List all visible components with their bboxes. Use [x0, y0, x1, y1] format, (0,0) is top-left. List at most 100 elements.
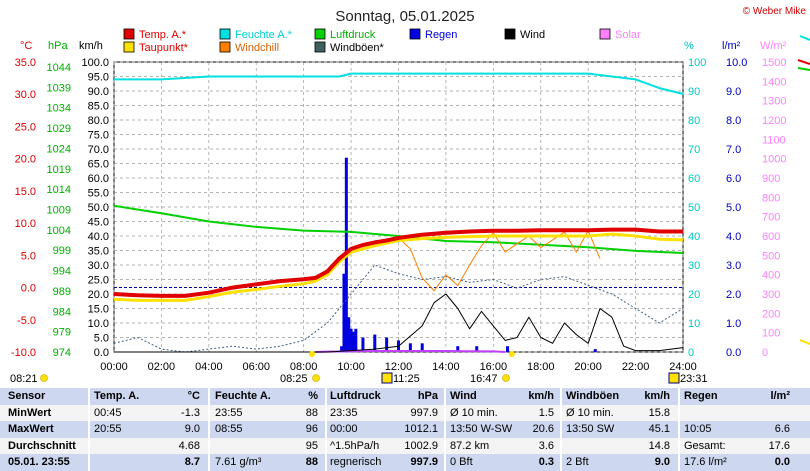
sunrise-time-label: 08:21: [10, 373, 38, 385]
wm2-tick-label: 0: [762, 347, 768, 359]
table-cell: 1.5: [538, 406, 554, 419]
sun-axis-marker: [508, 351, 515, 357]
legend-swatch: [123, 41, 135, 53]
hpa-tick-label: 1034: [47, 103, 71, 115]
table-cell: MaxWert: [8, 423, 54, 436]
hpa-tick-label: 1009: [47, 205, 71, 217]
legend-label: Temp. A.*: [139, 29, 187, 41]
sun-time-label: 16:47: [470, 373, 498, 385]
legend-label: Taupunkt*: [139, 42, 189, 54]
sun-icon: [502, 374, 510, 382]
table-cell: -1.3: [181, 406, 200, 419]
temp-tick-label: 5.0: [21, 250, 36, 262]
x-tick-label: 16:00: [480, 361, 508, 373]
hpa-tick-label: 979: [53, 327, 71, 339]
pct-tick-label: 90: [688, 86, 700, 98]
table-cell: 08:55: [215, 423, 243, 436]
table-header-cell: Feuchte A.: [215, 390, 271, 402]
kmh-tick-label: 0.0: [94, 347, 109, 359]
moon-icon: [668, 372, 680, 384]
table-header-cell: km/h: [644, 390, 670, 402]
hpa-tick-label: 1004: [47, 225, 71, 237]
table-cell: 13:50 W-SW: [450, 423, 513, 436]
table-header-cell: °C: [187, 390, 200, 402]
table-cell: Durchschnitt: [8, 439, 76, 452]
kmh-tick-label: 40.0: [88, 231, 109, 243]
table-column-separator: [325, 388, 327, 471]
chart-title: Sonntag, 05.01.2025: [335, 8, 474, 25]
legend-swatch: [219, 28, 231, 40]
wm2-tick-label: 700: [762, 212, 780, 224]
wm2-tick-label: 1100: [762, 134, 786, 146]
sun-time-label: 08:25: [280, 373, 308, 385]
sun-icon: [312, 374, 320, 382]
wm2-tick-label: 1200: [762, 115, 786, 127]
table-row: MaxWert 20:55 9.0 08:55 96 00:00 1012.1 13:50 W…: [0, 421, 810, 438]
kmh-tick-label: 55.0: [88, 188, 109, 200]
wm2-tick-label: 100: [762, 328, 780, 340]
wind-line: [114, 293, 684, 353]
wm2-tick-label: 1300: [762, 96, 786, 108]
table-cell: 45.1: [648, 423, 670, 436]
lm2-tick-label: 8.0: [726, 115, 741, 127]
edge-line: [797, 59, 810, 65]
weather-chart: Sonntag, 05.01.2025 © Weber Mike Temp. A.*…: [10, 6, 810, 385]
rain-bar: [373, 334, 377, 352]
rain-bar: [361, 337, 365, 352]
table-cell: 23:55: [215, 406, 243, 419]
table-cell: 96: [305, 423, 318, 436]
pct-tick-label: 40: [688, 231, 700, 243]
x-tick-label: 06:00: [242, 361, 270, 373]
lm2-tick-label: 5.0: [726, 202, 741, 214]
hpa-tick-label: 974: [53, 347, 71, 359]
rain-bar: [506, 346, 510, 352]
temp-tick-label: 15.0: [15, 186, 36, 198]
temp-tick-label: 20.0: [15, 154, 36, 166]
table-header-cell: %: [308, 390, 318, 402]
kmh-tick-label: 60.0: [88, 173, 109, 185]
kmh-tick-label: 70.0: [88, 144, 109, 156]
edge-line: [799, 339, 810, 345]
windboeen-line: [113, 264, 684, 353]
pct-tick-label: 80: [688, 115, 700, 127]
rain-bar: [342, 273, 346, 352]
lm2-tick-label: 3.0: [726, 260, 741, 272]
rain-bar: [347, 317, 351, 352]
wm2-tick-label: 200: [762, 308, 780, 320]
legend-label: Wind: [520, 29, 545, 41]
table-cell: 4.68: [178, 439, 200, 452]
kmh-tick-label: 10.0: [88, 318, 109, 330]
moon-time-label: 11:25: [393, 373, 420, 385]
table-header-cell: l/m²: [770, 390, 790, 402]
table-cell: ^1.5hPa/h: [330, 439, 380, 452]
pct-tick-label: 0: [688, 347, 694, 359]
temp-tick-label: -10.0: [11, 347, 36, 359]
hpa-tick-label: 1014: [47, 184, 71, 196]
table-cell: 95: [305, 439, 318, 452]
lm2-tick-label: 4.0: [726, 231, 741, 243]
pct-tick-label: 30: [688, 260, 700, 272]
table-header-cell: Regen: [684, 390, 718, 402]
table-cell: 23:35: [330, 406, 358, 419]
axis-unit-temp: °C: [20, 40, 32, 52]
table-cell: 14.8: [648, 439, 670, 452]
wm2-tick-label: 1500: [762, 57, 786, 69]
table-cell: 88: [305, 456, 318, 469]
edge-line: [797, 67, 810, 71]
legend-swatch: [504, 28, 516, 40]
rain-bar: [408, 343, 412, 352]
table-cell: 9.0: [184, 423, 200, 436]
kmh-tick-label: 45.0: [88, 217, 109, 229]
hpa-tick-label: 989: [53, 286, 71, 298]
table-cell: 13:50 SW: [566, 423, 615, 436]
kmh-tick-label: 75.0: [88, 130, 109, 142]
taupunkt-line: [113, 232, 684, 302]
hpa-tick-label: 984: [53, 306, 71, 318]
table-cell: 17.6: [768, 439, 790, 452]
pct-tick-label: 50: [688, 202, 700, 214]
legend-swatch: [123, 28, 135, 40]
kmh-tick-label: 95.0: [88, 72, 109, 84]
axis-unit-hpa: hPa: [48, 40, 68, 52]
table-column-separator: [678, 388, 680, 471]
table-header-cell: Wind: [450, 390, 477, 402]
